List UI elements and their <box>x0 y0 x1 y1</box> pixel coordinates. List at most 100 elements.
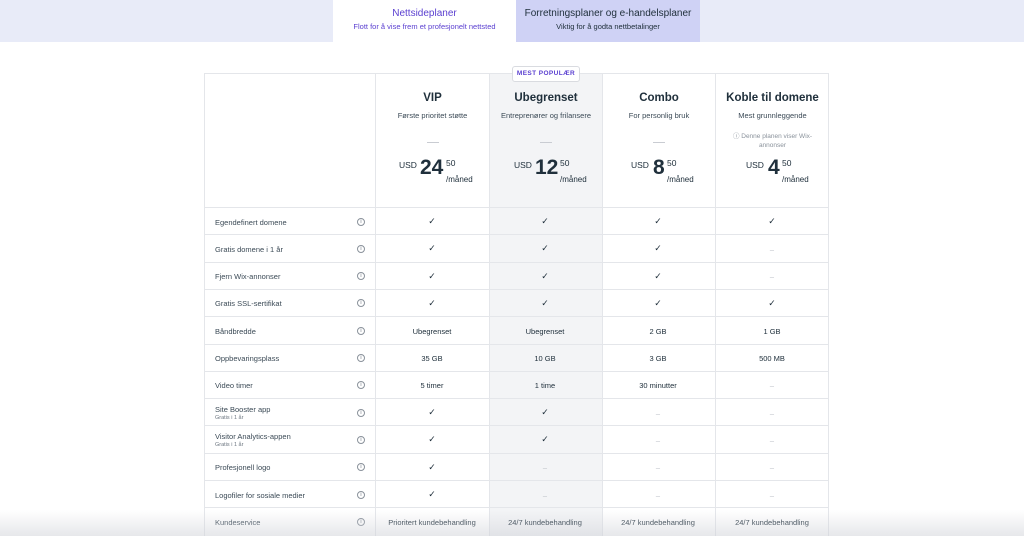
plan-price: USD 12 50 /måned <box>490 156 602 190</box>
feature-name: Visitor Analytics-appen <box>215 432 291 442</box>
not-included-dash: – <box>769 408 775 418</box>
feature-name: Gratis domene i 1 år <box>215 244 283 254</box>
plan-category-tabs: Nettsideplaner Flott for å vise frem et … <box>0 0 1024 42</box>
feature-value: 1 time <box>534 381 556 391</box>
price-whole: 24 <box>420 156 444 179</box>
price-whole: 4 <box>768 156 780 179</box>
price-whole: 12 <box>535 156 559 179</box>
check-icon: ✓ <box>541 434 549 445</box>
plan-description: Entreprenører og frilansere <box>500 111 592 120</box>
tab-subtitle: Viktig for å godta nettbetalinger <box>556 22 660 31</box>
price-cents: 50 <box>782 158 792 168</box>
info-icon[interactable]: i <box>357 435 365 444</box>
not-included-dash: – <box>542 463 548 473</box>
feature-label: Fjern Wix-annonser <box>215 272 280 281</box>
feature-label: Gratis domene i 1 år <box>215 245 283 254</box>
price-cents: 50 <box>667 158 677 168</box>
info-icon[interactable]: i <box>357 217 365 226</box>
feature-label: Oppbevaringsplass <box>215 354 279 363</box>
check-icon: ✓ <box>428 297 436 308</box>
feature-label: Video timer <box>215 381 253 390</box>
check-icon: ✓ <box>541 216 549 226</box>
plan-header-combo: Combo For personlig bruk USD 8 50 /måned <box>603 74 715 207</box>
info-icon[interactable]: i <box>357 490 365 499</box>
popular-column-highlight <box>490 74 603 536</box>
check-icon: ✓ <box>541 243 549 254</box>
check-icon: ✓ <box>541 270 549 281</box>
check-icon: ✓ <box>654 243 662 254</box>
not-included-dash: – <box>542 490 548 500</box>
feature-value: 5 timer <box>420 381 444 391</box>
feature-label: Båndbredde <box>215 327 256 336</box>
feature-label: Site Booster app Gratis i 1 år <box>215 405 270 421</box>
price-cents: 50 <box>446 158 456 168</box>
feature-sublabel: Gratis i 1 år <box>215 415 244 422</box>
not-included-dash: – <box>769 463 775 473</box>
not-included-dash: – <box>769 272 775 282</box>
feature-name: Logofiler for sosiale medier <box>215 490 306 500</box>
feature-label: Gratis SSL-sertifikat <box>215 299 282 308</box>
check-icon: ✓ <box>654 270 662 281</box>
currency: USD <box>399 160 417 170</box>
info-icon[interactable]: i <box>357 408 365 417</box>
currency: USD <box>746 160 764 170</box>
plan-price: USD 8 50 /måned <box>603 156 715 190</box>
pricing-comparison-table: MEST POPULÆR VIP Første prioritet støtte… <box>204 66 829 536</box>
feature-value: 35 GB <box>421 354 443 363</box>
plan-header-vip: VIP Første prioritet støtte USD 24 50 /m… <box>376 74 489 207</box>
info-icon[interactable]: i <box>357 272 365 281</box>
feature-row: Fjern Wix-annonser i ✓ ✓ ✓ – <box>205 261 828 289</box>
feature-value: 1 GB <box>763 326 781 336</box>
feature-value: 500 MB <box>759 354 785 363</box>
info-icon[interactable]: i <box>357 354 365 362</box>
price-period: /måned <box>560 175 587 184</box>
check-icon: ✓ <box>428 434 436 445</box>
feature-name: Gratis SSL-sertifikat <box>215 299 282 309</box>
not-included-dash: – <box>769 244 775 254</box>
info-icon[interactable]: i <box>357 299 365 308</box>
check-icon: ✓ <box>428 270 436 281</box>
info-icon[interactable]: i <box>357 381 365 390</box>
feature-row: Site Booster app Gratis i 1 år i ✓ ✓ – – <box>205 398 828 425</box>
tab-website-plans[interactable]: Nettsideplaner Flott for å vise frem et … <box>333 0 516 42</box>
feature-label: Profesjonell logo <box>215 463 270 472</box>
feature-row: Oppbevaringsplass i 35 GB 10 GB 3 GB 500 MB <box>205 343 828 371</box>
currency: USD <box>631 160 649 170</box>
feature-name: Båndbredde <box>215 326 256 336</box>
feature-name: Egendefinert domene <box>215 217 287 227</box>
tab-subtitle: Flott for å vise frem et profesjonelt ne… <box>353 22 496 31</box>
plan-header-connect-domain: Koble til domene Mest grunnleggende ⓘ De… <box>716 74 829 207</box>
feature-label: Logofiler for sosiale medier <box>215 491 305 500</box>
plan-price: USD 4 50 /måned <box>716 156 829 190</box>
info-icon[interactable]: i <box>357 463 365 472</box>
feature-row: Gratis domene i 1 år i ✓ ✓ ✓ – <box>205 234 828 261</box>
tab-title: Nettsideplaner <box>392 8 457 19</box>
feature-row: Visitor Analytics-appen Gratis i 1 år i ✓ ✓ –… <box>205 425 828 452</box>
currency: USD <box>514 160 532 170</box>
check-icon: ✓ <box>428 407 436 418</box>
check-icon: ✓ <box>428 216 436 226</box>
tab-title: Forretningsplaner og e-handelsplaner <box>524 8 692 19</box>
feature-row: Profesjonell logo i ✓ – – – <box>205 452 828 480</box>
feature-value: 2 GB <box>649 326 667 336</box>
check-icon: ✓ <box>654 297 662 308</box>
plan-name: VIP <box>423 92 442 104</box>
info-icon[interactable]: i <box>357 326 365 335</box>
tab-business-plans[interactable]: Forretningsplaner og e-handelsplaner Vik… <box>516 0 700 42</box>
price-cents: 50 <box>560 158 570 168</box>
check-icon: ✓ <box>428 461 436 472</box>
price-whole: 8 <box>653 156 665 179</box>
info-icon[interactable]: i <box>357 244 365 253</box>
feature-row: Video timer i 5 timer 1 time 30 minutter – <box>205 370 828 398</box>
plan-description: Første prioritet støtte <box>397 111 468 120</box>
feature-value: 10 GB <box>534 354 556 363</box>
check-icon: ✓ <box>541 407 549 418</box>
feature-name: Oppbevaringsplass <box>215 354 280 363</box>
feature-sublabel: Gratis i 1 år <box>215 442 244 449</box>
bottom-fade <box>0 510 1024 536</box>
feature-name: Site Booster app <box>215 405 271 415</box>
plan-name: Ubegrenset <box>514 92 578 104</box>
price-period: /måned <box>782 175 809 184</box>
feature-name: Profesjonell logo <box>215 463 271 473</box>
price-period: /måned <box>667 175 694 184</box>
